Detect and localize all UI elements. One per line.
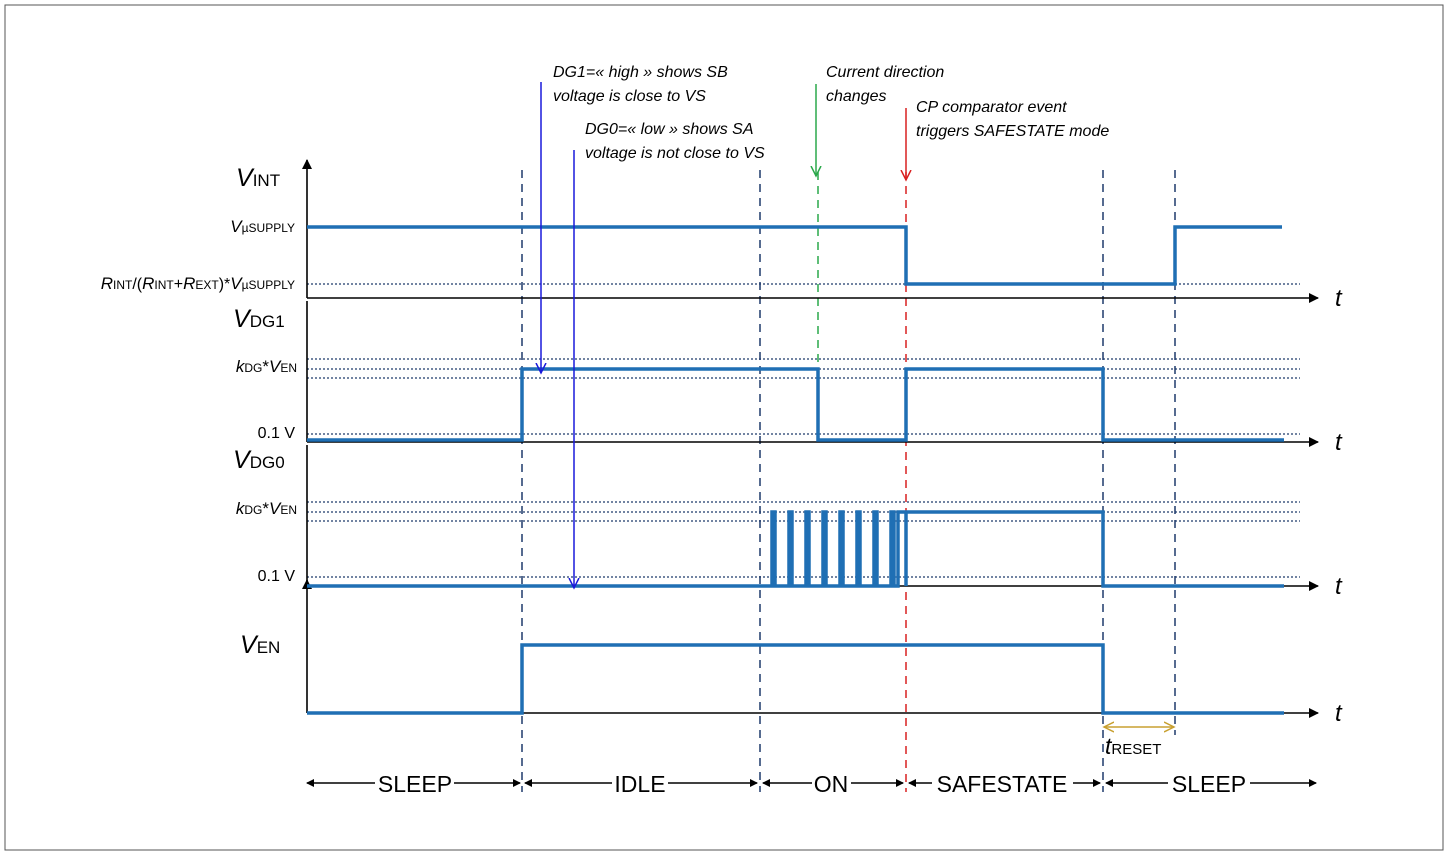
- vint-axis-label: VINT: [236, 164, 280, 192]
- vdg1-trace: [307, 367, 1284, 442]
- treset-label: tRESET: [1105, 733, 1161, 759]
- vdg0-axis-label: VDG0: [233, 446, 285, 474]
- vint-trace: [307, 225, 1282, 286]
- vsupply-level-label: VµSUPPLY: [230, 217, 295, 236]
- current-note: Current direction changes: [826, 64, 944, 105]
- vdg0-trace: [307, 510, 1284, 588]
- low-level-label-dg1: 0.1 V: [258, 425, 296, 442]
- axes: [302, 159, 1319, 718]
- time-label-ven: t: [1335, 700, 1343, 727]
- signal-traces: [307, 225, 1284, 715]
- dg0-note: DG0=« low » shows SA voltage is not close…: [585, 121, 765, 162]
- phase-label-safestate: SAFESTATE: [937, 771, 1068, 797]
- phase-label-idle: IDLE: [614, 771, 665, 797]
- vdg1-axis-label: VDG1: [233, 305, 285, 333]
- annotation-arrows: [541, 82, 1174, 727]
- low-level-label-dg0: 0.1 V: [258, 568, 296, 585]
- time-label-vdg0: t: [1335, 573, 1343, 600]
- ven-trace: [307, 643, 1284, 715]
- kdg-level-label-dg0: kDG*VEN: [236, 499, 297, 518]
- kdg-level-label-dg1: kDG*VEN: [236, 357, 297, 376]
- phase-label-sleep: SLEEP: [378, 771, 452, 797]
- dg1-note: DG1=« high » shows SB voltage is close to…: [553, 64, 728, 105]
- cp-note: CP comparator event triggers SAFESTATE mo…: [916, 99, 1109, 140]
- divider-level-label: RINT/(RINT+REXT)*VµSUPPLY: [101, 274, 295, 293]
- reference-levels: [307, 283, 1300, 578]
- ven-axis-label: VEN: [240, 631, 280, 659]
- time-label-vint: t: [1335, 285, 1343, 312]
- phase-label-on: ON: [814, 771, 849, 797]
- phase-boundaries: [521, 170, 1176, 792]
- time-label-vdg1: t: [1335, 429, 1343, 456]
- phase-label-sleep-end: SLEEP: [1172, 771, 1246, 797]
- diagram-frame: [4, 4, 1444, 851]
